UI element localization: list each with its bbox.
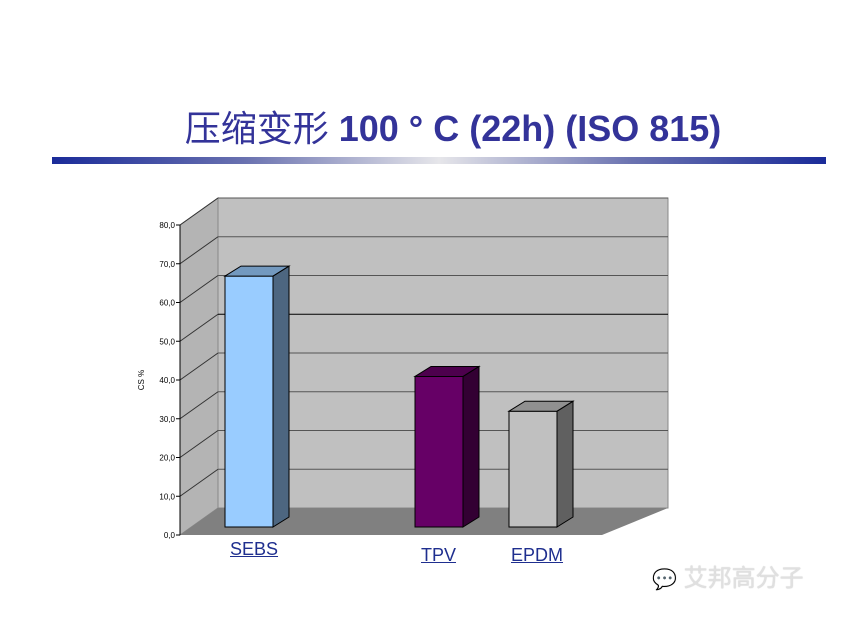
- gridline-side: [179, 352, 219, 381]
- title-divider: [52, 157, 826, 164]
- y-tick-label: 50,0: [159, 337, 175, 346]
- category-label-epdm[interactable]: EPDM: [511, 545, 564, 565]
- y-axis-label: CS %: [137, 370, 146, 390]
- watermark: 💬 艾邦高分子: [652, 558, 804, 593]
- bar-side-sebs: [272, 265, 290, 528]
- bar-epdm: [508, 410, 558, 528]
- bar-top-epdm: [507, 400, 575, 412]
- wechat-icon: 💬: [652, 569, 677, 591]
- gridline-side: [179, 275, 219, 303]
- category-label-tpv[interactable]: TPV: [421, 545, 457, 565]
- gridline-side: [179, 430, 219, 458]
- y-tick-label: 20,0: [159, 454, 175, 463]
- y-tick-label: 0,0: [164, 531, 176, 540]
- gridline-side: [179, 313, 219, 342]
- y-tick-label: 30,0: [159, 415, 175, 424]
- title-cn: 压缩变形: [184, 108, 329, 149]
- gridline-side: [179, 236, 219, 265]
- gridline-side: [179, 391, 219, 420]
- bar-top-sebs: [223, 265, 291, 277]
- watermark-text: 艾邦高分子: [683, 565, 804, 592]
- y-tick-label: 40,0: [159, 376, 175, 385]
- y-tick-label: 80,0: [159, 221, 175, 230]
- y-tick-label: 70,0: [159, 260, 175, 269]
- gridline-side: [179, 197, 219, 226]
- bar-side-epdm: [556, 400, 574, 528]
- bar-side-tpv: [462, 365, 480, 528]
- bar-top-tpv: [413, 365, 481, 377]
- slide-title: 压缩变形 100 ° C (22h) (ISO 815): [0, 100, 867, 152]
- title-rest: 100 ° C (22h) (ISO 815): [328, 108, 722, 149]
- y-tick-label: 10,0: [159, 492, 175, 501]
- bar-tpv: [414, 375, 464, 528]
- gridline-side: [179, 468, 219, 497]
- bar-sebs: [224, 275, 274, 528]
- category-label-sebs[interactable]: SEBS: [230, 539, 279, 559]
- y-tick-label: 60,0: [159, 299, 175, 308]
